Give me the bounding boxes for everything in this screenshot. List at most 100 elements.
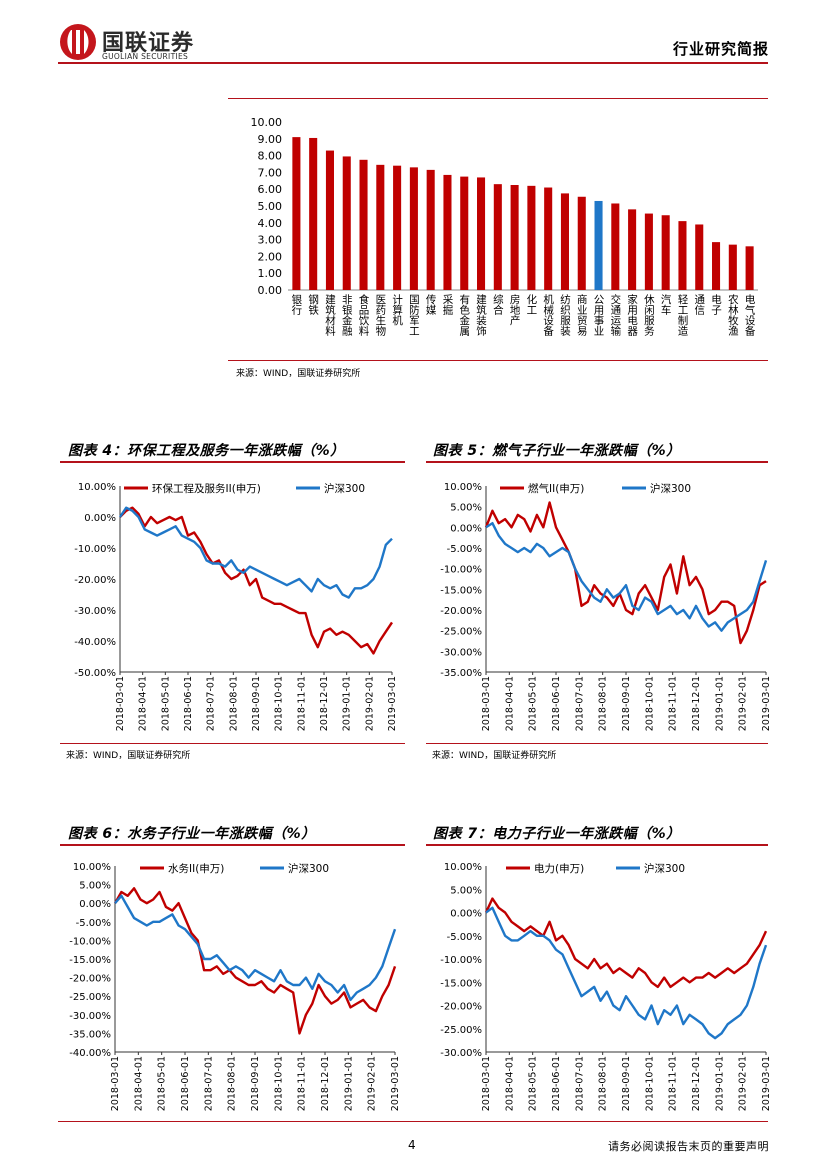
logo-emblem-icon: [60, 24, 96, 60]
x-tick-label: 2018-09-01: [621, 676, 632, 731]
x-tick-label: 2018-05-01: [157, 1056, 168, 1111]
x-tick-label: 2018-04-01: [138, 676, 149, 731]
category-label: 纺织服装: [559, 293, 571, 337]
bar: [577, 196, 586, 290]
x-tick-label: 2018-11-01: [296, 676, 307, 731]
category-label: 化工: [525, 293, 537, 315]
x-tick-label: 2018-08-01: [598, 676, 609, 731]
x-tick-label: 2018-03-01: [481, 1056, 492, 1111]
x-tick-label: 2018-03-01: [481, 676, 492, 731]
x-tick-label: 2018-07-01: [203, 1056, 214, 1111]
fig5-title-rule: [426, 461, 768, 463]
x-tick-label: 2018-07-01: [574, 676, 585, 731]
fig6-title-rule: [60, 844, 405, 846]
y-tick-label: 3.00: [258, 234, 283, 247]
legend-label: 沪深300: [644, 862, 685, 875]
x-tick-label: 2019-01-01: [343, 1056, 354, 1111]
category-label: 国防军工: [408, 294, 420, 336]
series-line: [484, 501, 767, 645]
y-tick-label: -5.00%: [447, 544, 482, 555]
bar: [292, 137, 301, 290]
series-line: [113, 887, 397, 1035]
x-tick-label: 2018-07-01: [574, 1056, 585, 1111]
bar-chart-source: 来源：WIND，国联证券研究所: [236, 369, 361, 379]
bar: [712, 242, 721, 290]
category-label: 公用事业: [593, 294, 605, 336]
y-tick-label: -30.00%: [69, 1011, 111, 1022]
legend-label: 环保工程及服务II(申万): [152, 482, 261, 495]
header-divider: [58, 62, 768, 64]
bar: [678, 221, 687, 290]
y-tick-label: -30.00%: [74, 606, 116, 617]
category-label: 电气设备: [744, 293, 756, 337]
bar: [477, 177, 486, 290]
y-tick-label: 5.00%: [79, 881, 111, 892]
bar: [510, 185, 519, 290]
bar: [661, 215, 670, 290]
bar: [527, 185, 536, 290]
category-label: 电子: [710, 293, 722, 315]
category-label: 医药生物: [374, 294, 386, 337]
fig5-bottom-rule: [426, 743, 768, 744]
x-tick-label: 2018-10-01: [644, 1056, 655, 1111]
series-line: [485, 522, 768, 632]
fig4-bottom-rule: [60, 743, 405, 744]
x-tick-label: 2018-08-01: [228, 676, 239, 731]
y-tick-label: 7.00: [258, 166, 283, 179]
y-tick-label: 10.00%: [78, 482, 116, 493]
category-label: 采掘: [441, 294, 453, 316]
bar: [695, 224, 704, 290]
y-tick-label: 0.00%: [79, 899, 111, 910]
y-tick-label: -10.00%: [74, 544, 116, 555]
bar: [393, 165, 402, 290]
y-tick-label: -25.00%: [440, 627, 482, 638]
bar: [426, 169, 435, 290]
x-tick-label: 2018-06-01: [183, 676, 194, 731]
bar: [493, 184, 502, 290]
bar: [309, 137, 318, 290]
x-tick-label: 2018-05-01: [528, 676, 539, 731]
x-tick-label: 2018-09-01: [621, 1056, 632, 1111]
x-tick-label: 2018-10-01: [274, 676, 285, 731]
x-tick-label: 2018-05-01: [528, 1056, 539, 1111]
y-tick-label: 0.00%: [450, 909, 482, 920]
bar: [594, 200, 603, 290]
bar: [359, 159, 368, 290]
category-label: 机械设备: [542, 293, 554, 337]
category-label: 交通运输: [609, 293, 621, 337]
fig5-title: 图表 5：燃气子行业一年涨跌幅（%）: [433, 443, 681, 459]
bar: [560, 193, 569, 290]
logo-chinese-text: 国联证券: [102, 31, 195, 56]
x-tick-label: 2018-12-01: [320, 1056, 331, 1111]
y-tick-label: 0.00%: [450, 523, 482, 534]
y-tick-label: -25.00%: [440, 1025, 482, 1036]
legend-label: 燃气II(申万): [528, 482, 584, 495]
category-label: 综合: [492, 293, 504, 316]
legend-label: 沪深300: [324, 482, 365, 495]
y-tick-label: -50.00%: [74, 668, 116, 679]
category-label: 家用电器: [626, 293, 638, 337]
fig6-title: 图表 6：水务子行业一年涨跌幅（%）: [68, 826, 316, 842]
y-tick-label: 5.00%: [450, 885, 482, 896]
x-tick-label: 2018-07-01: [206, 676, 217, 731]
y-tick-label: -15.00%: [440, 978, 482, 989]
fig7-title: 图表 7：电力子行业一年涨跌幅（%）: [433, 826, 681, 842]
series-line: [119, 506, 393, 599]
x-tick-label: 2018-09-01: [250, 1056, 261, 1111]
bar: [628, 209, 637, 290]
x-tick-label: 2018-05-01: [160, 676, 171, 731]
x-tick-label: 2018-04-01: [133, 1056, 144, 1111]
x-tick-label: 2018-03-01: [115, 676, 126, 731]
y-tick-label: -30.00%: [440, 1048, 482, 1059]
y-tick-label: -30.00%: [440, 647, 482, 658]
x-tick-label: 2019-01-01: [714, 676, 725, 731]
series-line: [485, 906, 768, 1040]
x-tick-label: 2019-02-01: [738, 676, 749, 731]
x-tick-label: 2018-11-01: [668, 676, 679, 731]
y-tick-label: -5.00%: [76, 918, 111, 929]
y-tick-label: 5.00: [258, 200, 283, 213]
bar: [376, 164, 385, 290]
fig5-source: 来源：WIND，国联证券研究所: [432, 751, 557, 761]
y-tick-label: -5.00%: [447, 932, 482, 943]
y-tick-label: -35.00%: [440, 668, 482, 679]
